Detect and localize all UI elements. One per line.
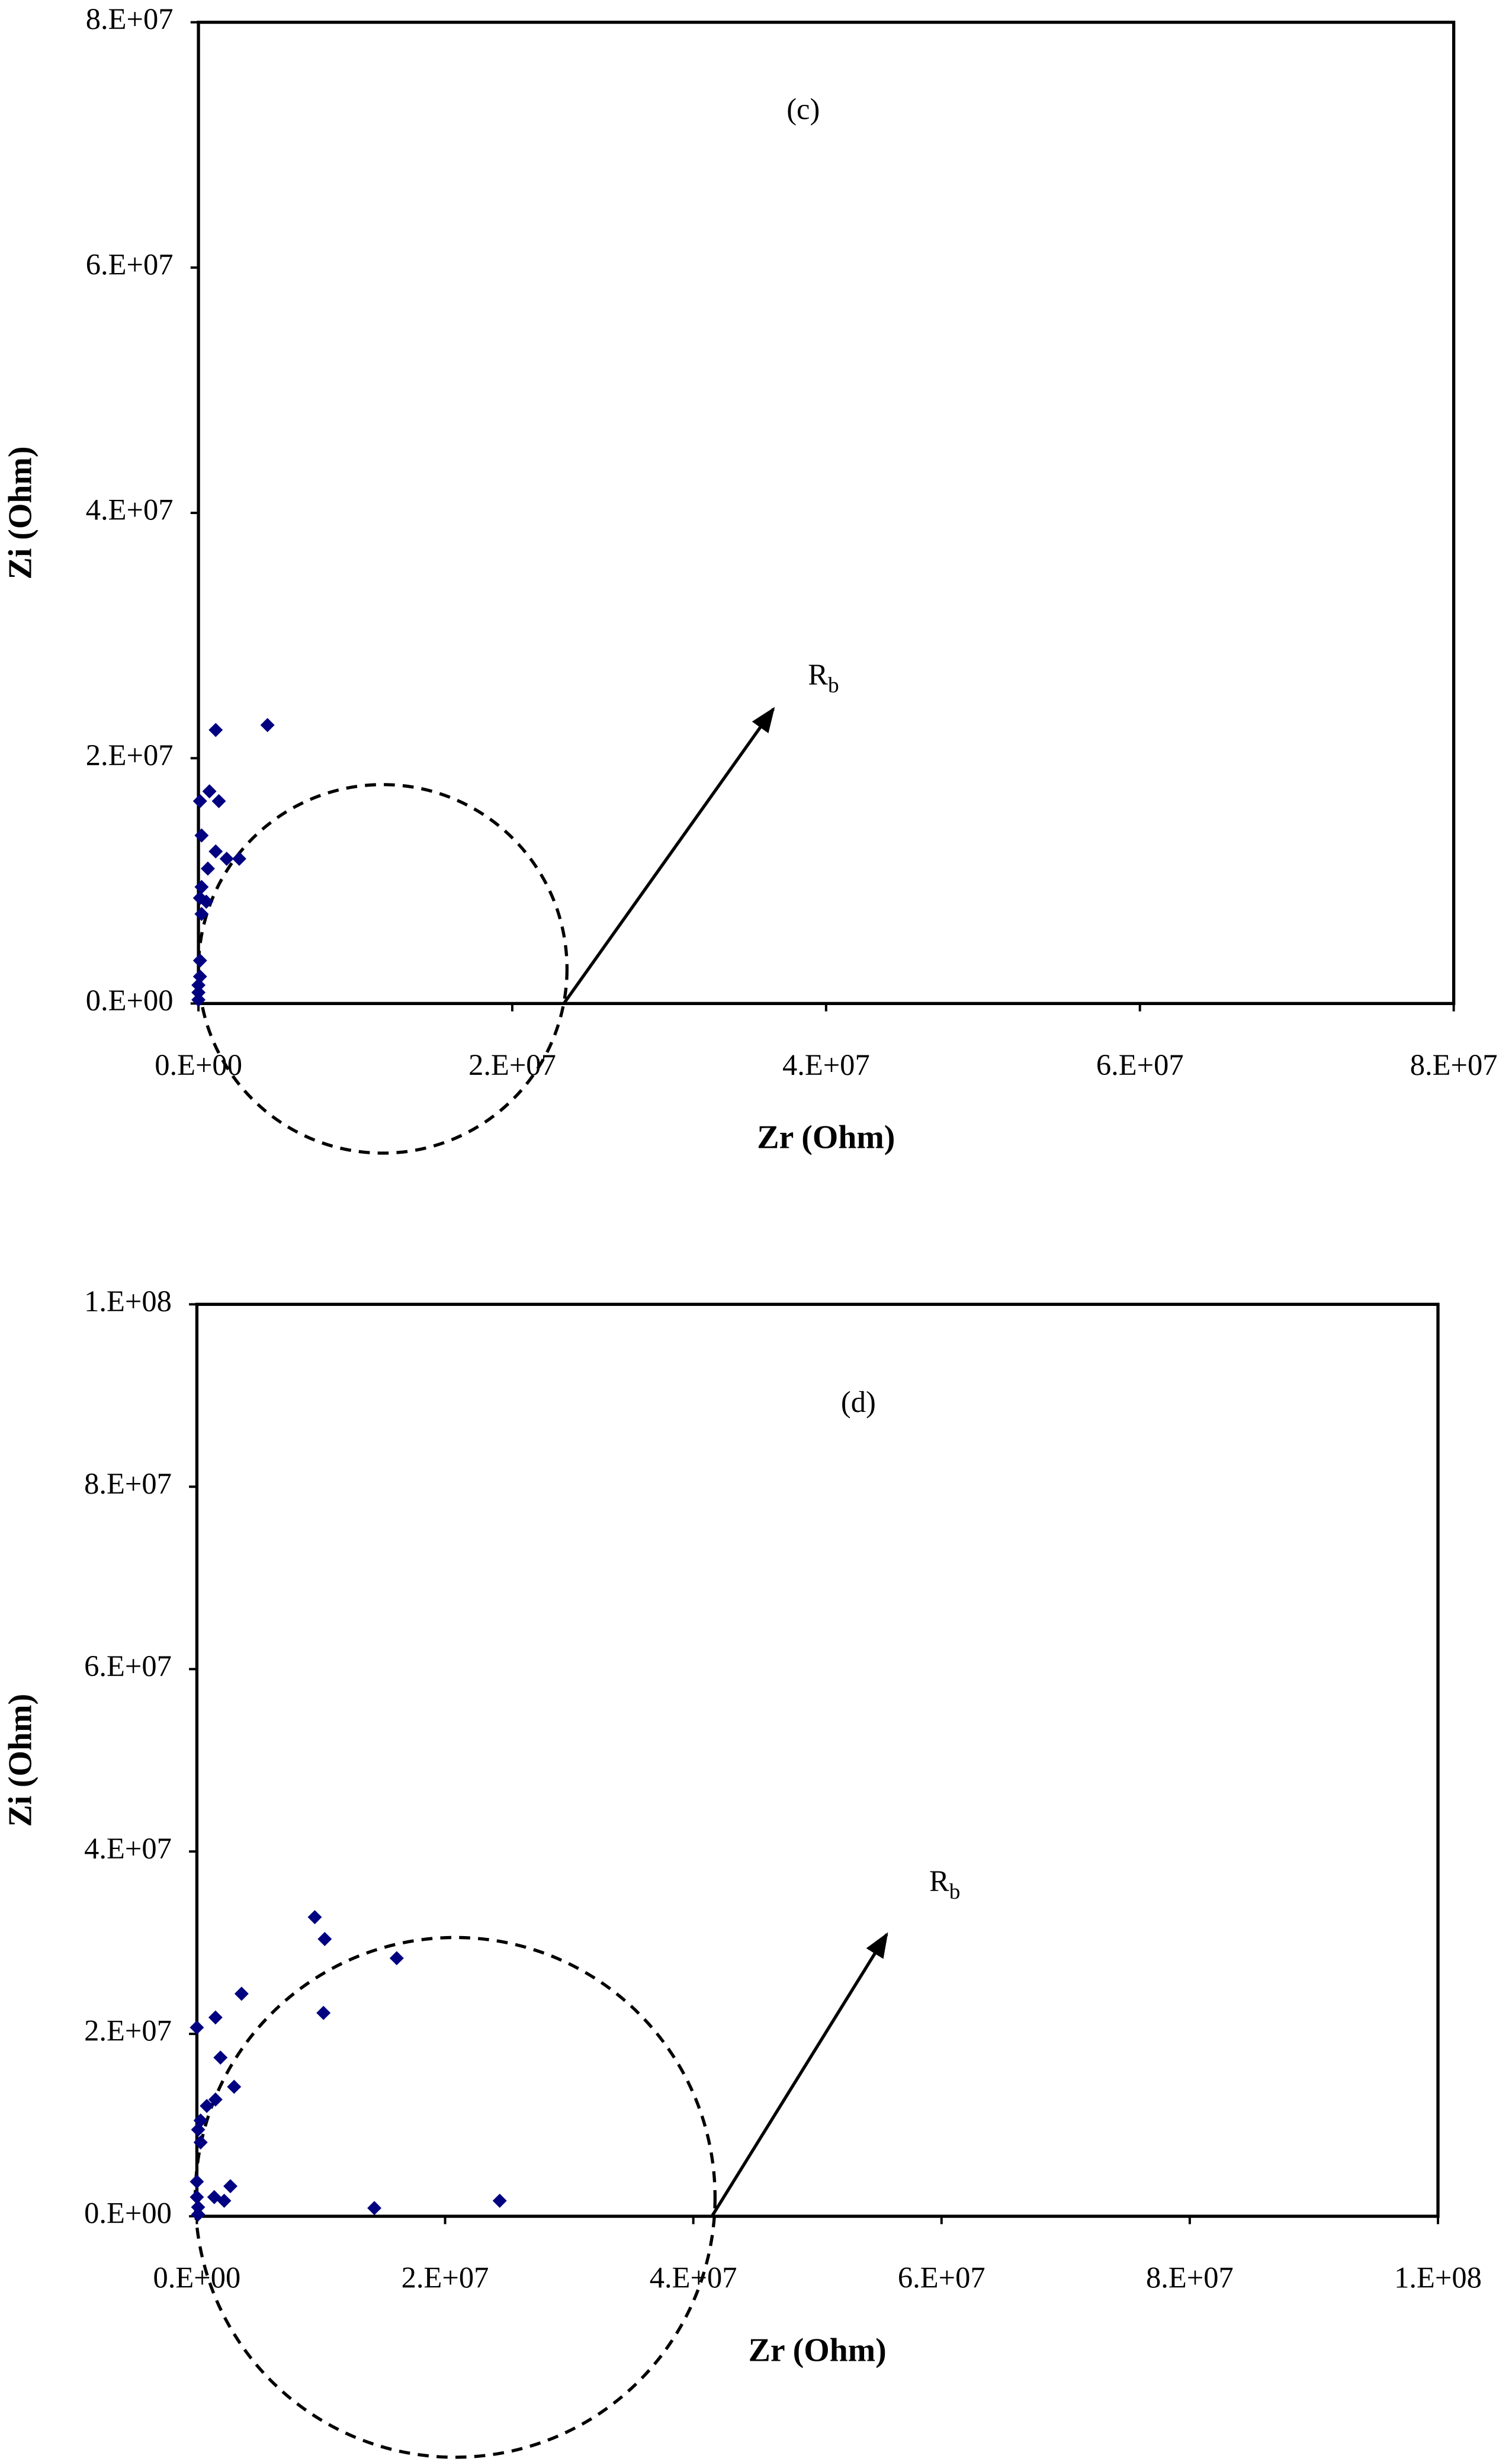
y-tick-label: 8.E+07 [84,1467,172,1500]
panel-label: (d) [841,1385,876,1418]
data-point [193,2135,208,2150]
data-point [194,828,209,843]
data-point [192,794,207,808]
y-tick-label: 6.E+07 [84,1649,172,1683]
y-tick-label: 2.E+07 [86,739,174,772]
fit-circle [197,783,569,1155]
y-tick-label: 2.E+07 [84,2014,172,2047]
y-tick-label: 4.E+07 [86,493,174,527]
data-point [194,879,209,894]
x-axis-title: Zr (Ohm) [749,2332,887,2368]
data-point [190,2190,204,2204]
data-point [217,2193,232,2208]
data-point [307,1910,322,1925]
x-tick-label: 4.E+07 [650,2261,737,2294]
data-point [492,2193,507,2208]
data-point [227,2079,242,2094]
data-point [200,2098,214,2113]
x-tick-label: 4.E+07 [782,1048,870,1081]
x-tick-label: 8.E+07 [1146,2261,1234,2294]
y-axis-title: Zi (Ohm) [2,1694,39,1827]
data-point [208,844,223,859]
panel-label: (c) [787,92,820,126]
data-point [191,2207,206,2222]
data-point [208,723,223,737]
x-tick-label: 6.E+07 [898,2261,985,2294]
y-tick-label: 0.E+00 [86,984,174,1017]
data-point [199,894,214,909]
data-point [367,2201,382,2216]
rb-label: Rb [929,1864,960,1904]
data-point [213,2050,228,2065]
rb-label-main: R [929,1864,949,1898]
rb-label-main: R [808,657,828,691]
x-tick-label: 2.E+07 [402,2261,489,2294]
rb-arrow [562,707,775,1004]
data-point [211,794,226,808]
x-tick-label: 6.E+07 [1096,1048,1184,1081]
y-tick-label: 1.E+08 [84,1285,172,1318]
data-point [191,993,206,1007]
rb-label-sub: b [828,673,839,697]
data-point [201,861,215,876]
data-point [208,2092,223,2107]
data-point [191,978,206,993]
data-point [192,953,207,968]
data-point [232,852,246,866]
y-tick-label: 0.E+00 [84,2197,172,2230]
data-point [190,2174,204,2189]
data-point [208,2010,223,2025]
data-point [194,907,209,922]
data-point [317,1932,332,1946]
plot-area [197,20,1456,1006]
data-point [389,1951,404,1966]
x-tick-label: 1.E+08 [1394,2261,1482,2294]
data-point [260,718,275,733]
rb-label-sub: b [949,1879,961,1904]
x-axis-title: Zr (Ohm) [757,1119,895,1156]
data-point [234,1986,249,2001]
y-tick-label: 4.E+07 [84,1832,172,1865]
data-point [202,784,217,799]
data-point [223,2179,237,2194]
data-point [191,985,206,1000]
x-tick-label: 0.E+00 [155,1048,242,1081]
x-tick-label: 8.E+07 [1410,1048,1498,1081]
y-tick-label: 8.E+07 [86,2,174,36]
rb-arrow [710,1932,888,2217]
x-tick-label: 2.E+07 [468,1048,556,1081]
fit-circle [194,1935,717,2459]
y-tick-label: 6.E+07 [86,248,174,281]
y-axis-title: Zi (Ohm) [2,447,39,580]
data-point [316,2005,331,2020]
rb-label: Rb [808,657,839,697]
data-point [219,852,234,866]
x-tick-label: 0.E+00 [153,2261,241,2294]
data-point [190,2020,204,2035]
plot-area [195,1302,1440,2218]
